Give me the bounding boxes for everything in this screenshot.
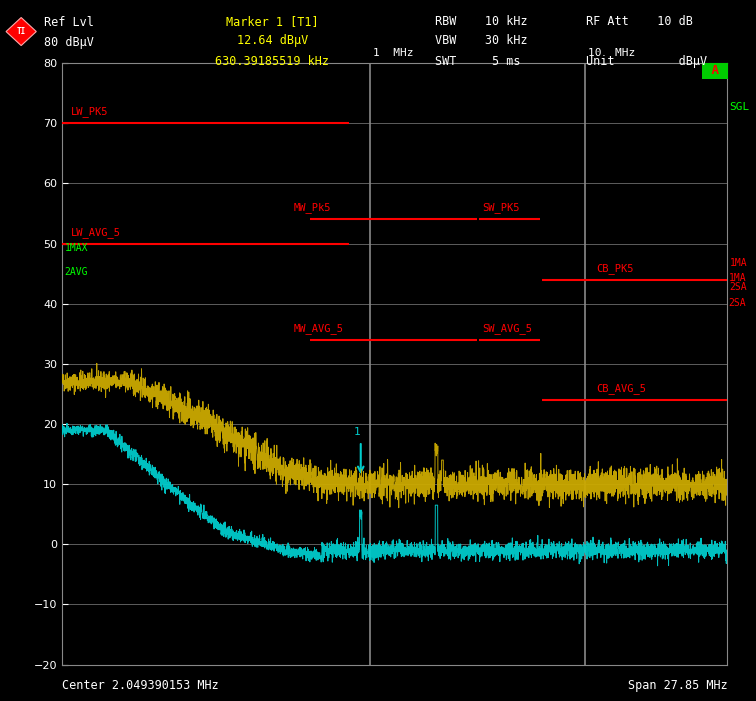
- Text: 1: 1: [354, 427, 361, 437]
- Text: RBW    10 kHz: RBW 10 kHz: [435, 15, 528, 28]
- Text: SWT     5 ms: SWT 5 ms: [435, 55, 520, 69]
- Text: 1MA: 1MA: [729, 273, 746, 283]
- Text: CB_PK5: CB_PK5: [596, 263, 634, 273]
- Text: SGL: SGL: [729, 102, 749, 111]
- Text: MW_Pk5: MW_Pk5: [293, 203, 330, 213]
- Text: CB_AVG_5: CB_AVG_5: [596, 383, 646, 394]
- Text: Marker 1 [T1]: Marker 1 [T1]: [226, 15, 318, 28]
- Text: RF Att    10 dB: RF Att 10 dB: [586, 15, 692, 28]
- Text: Ref Lvl: Ref Lvl: [44, 16, 94, 29]
- Text: SW_AVG_5: SW_AVG_5: [482, 323, 532, 334]
- Text: 2SA: 2SA: [730, 282, 747, 292]
- Text: 1MAX: 1MAX: [64, 243, 88, 252]
- Text: LW_AVG_5: LW_AVG_5: [71, 226, 121, 238]
- Text: 1  MHz: 1 MHz: [373, 48, 414, 58]
- Text: 1MA: 1MA: [730, 257, 747, 268]
- Text: Center 2.049390153 MHz: Center 2.049390153 MHz: [62, 679, 218, 692]
- Text: VBW    30 kHz: VBW 30 kHz: [435, 34, 528, 48]
- Text: 12.64 dBμV: 12.64 dBμV: [237, 34, 308, 47]
- Text: SW_PK5: SW_PK5: [482, 203, 519, 213]
- Text: 630.39185519 kHz: 630.39185519 kHz: [215, 55, 329, 69]
- Text: MW_AVG_5: MW_AVG_5: [293, 323, 343, 334]
- Text: Span 27.85 MHz: Span 27.85 MHz: [627, 679, 727, 692]
- Text: Unit         dBμV: Unit dBμV: [586, 55, 707, 69]
- Text: 10  MHz: 10 MHz: [588, 48, 635, 58]
- Text: A: A: [704, 64, 727, 78]
- Text: 2SA: 2SA: [729, 298, 746, 308]
- Text: 80 dBμV: 80 dBμV: [44, 36, 94, 49]
- Text: LW_PK5: LW_PK5: [71, 107, 108, 117]
- Text: TI: TI: [17, 27, 26, 36]
- Text: 2AVG: 2AVG: [64, 266, 88, 277]
